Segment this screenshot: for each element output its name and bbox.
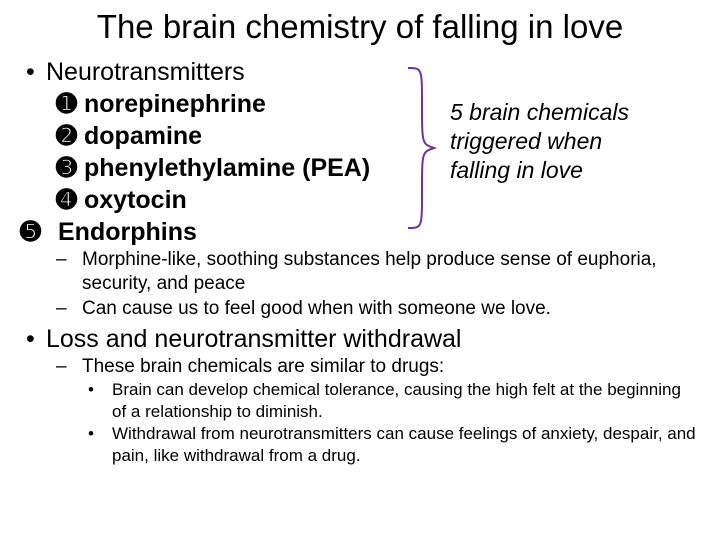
dash-bullet-icon: – [56, 248, 82, 272]
annotation-line: falling in love [450, 156, 700, 185]
section-label: Loss and neurotransmitter withdrawal [46, 323, 461, 355]
annotation-line: triggered when [450, 127, 700, 156]
sub-text: These brain chemicals are similar to dru… [82, 355, 708, 379]
list-item: – Can cause us to feel good when with so… [12, 297, 708, 321]
list-item: • Neurotransmitters [12, 56, 708, 88]
bullet-dot-icon: • [88, 379, 112, 401]
sub-sub-text: Withdrawal from neurotransmitters can ca… [112, 423, 708, 467]
circled-2-icon: ➋ [46, 120, 84, 152]
slide-body: • Neurotransmitters ➊ norepinephrine ➋ d… [0, 56, 720, 466]
annotation-line: 5 brain chemicals [450, 98, 700, 127]
list-item: • Loss and neurotransmitter withdrawal [12, 323, 708, 355]
sub-text: Morphine-like, soothing substances help … [82, 248, 708, 297]
sub-text: Can cause us to feel good when with some… [82, 297, 708, 321]
list-item: ➍ oxytocin [12, 184, 708, 216]
list-item: – Morphine-like, soothing substances hel… [12, 248, 708, 297]
bullet-dot-icon: • [88, 423, 112, 445]
bullet-dot-icon: • [12, 56, 46, 88]
circled-4-icon: ➍ [46, 184, 84, 216]
chemical-name: phenylethylamine (PEA) [84, 152, 370, 184]
dash-bullet-icon: – [56, 297, 82, 321]
chemical-name: Endorphins [58, 216, 197, 248]
sub-sub-text: Brain can develop chemical tolerance, ca… [112, 379, 708, 423]
circled-1-icon: ➊ [46, 88, 84, 120]
circled-3-icon: ➌ [46, 152, 84, 184]
chemical-name: norepinephrine [84, 88, 266, 120]
dash-bullet-icon: – [56, 355, 82, 379]
chemical-name: oxytocin [84, 184, 187, 216]
list-item: • Brain can develop chemical tolerance, … [12, 379, 708, 423]
list-item: • Withdrawal from neurotransmitters can … [12, 423, 708, 467]
list-item: ➎ Endorphins [12, 216, 708, 248]
circled-5-icon: ➎ [20, 216, 58, 248]
bullet-dot-icon: • [12, 323, 46, 355]
annotation-callout: 5 brain chemicals triggered when falling… [450, 98, 700, 184]
list-item: – These brain chemicals are similar to d… [12, 355, 708, 379]
slide-title: The brain chemistry of falling in love [0, 0, 720, 56]
curly-brace-icon [402, 64, 438, 232]
section-label: Neurotransmitters [46, 56, 245, 88]
chemical-name: dopamine [84, 120, 202, 152]
